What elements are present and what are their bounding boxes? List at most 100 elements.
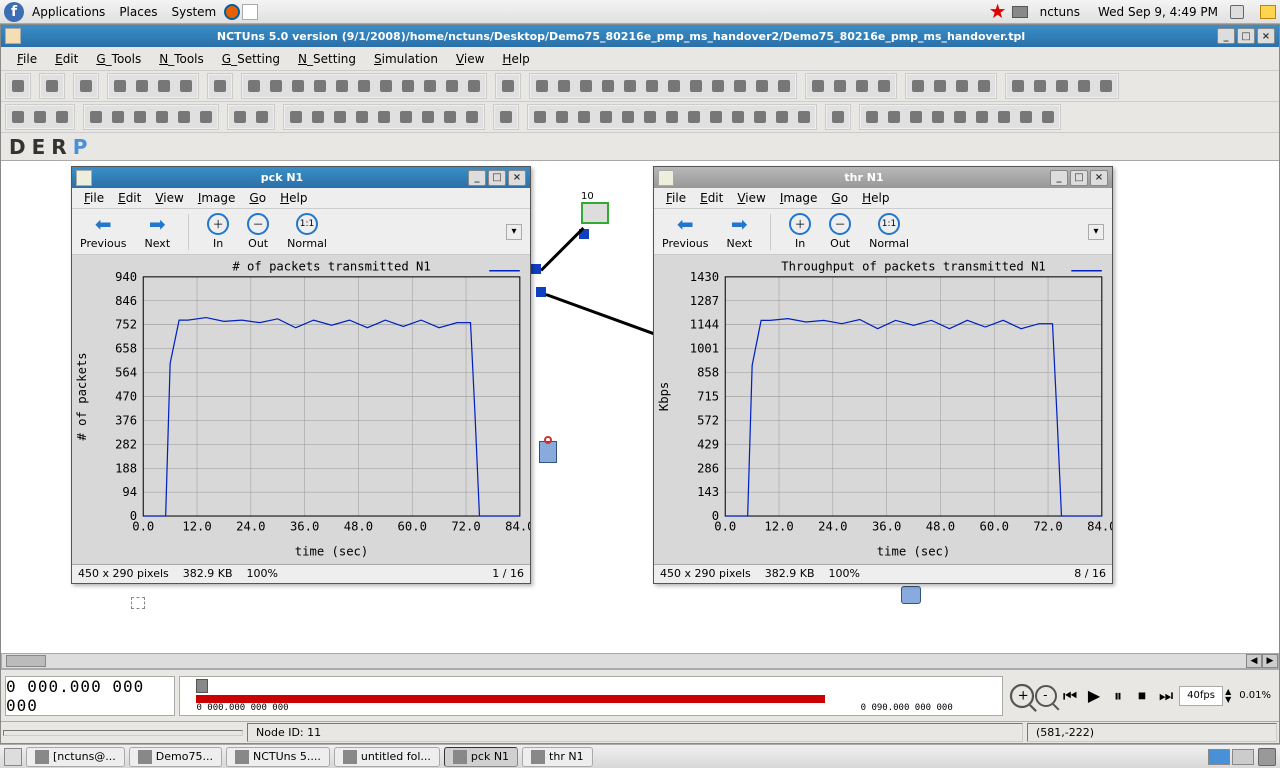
skip-back-button[interactable]: ⏮ [1059, 685, 1081, 707]
toolbar-button[interactable] [685, 75, 707, 97]
network-node-ms[interactable] [901, 586, 921, 604]
main-titlebar[interactable]: NCTUns 5.0 version (9/1/2008)/home/nctun… [1, 25, 1279, 47]
toolbar-button[interactable] [683, 106, 705, 128]
toolbar-button[interactable] [773, 75, 795, 97]
toolbar-button[interactable] [395, 106, 417, 128]
zoom-normal-button[interactable]: 1:1Normal [287, 213, 327, 250]
toolbar-button[interactable] [175, 75, 197, 97]
close-button[interactable]: × [508, 170, 526, 186]
workspace-pager[interactable] [1208, 749, 1254, 765]
minimize-button[interactable]: _ [468, 170, 486, 186]
toolbar-button[interactable] [1073, 75, 1095, 97]
minimize-button[interactable]: _ [1050, 170, 1068, 186]
toolbar-button[interactable] [575, 75, 597, 97]
toolbar-button[interactable] [153, 75, 175, 97]
toolbar-button[interactable] [173, 106, 195, 128]
toolbar-button[interactable] [749, 106, 771, 128]
toolbar-button[interactable] [195, 106, 217, 128]
menu-go[interactable]: Go [825, 189, 854, 207]
menu-help[interactable]: Help [494, 50, 537, 68]
menu-ntools[interactable]: N_Tools [151, 50, 212, 68]
toolbar-button[interactable] [463, 75, 485, 97]
toolbar-button[interactable] [729, 75, 751, 97]
close-button[interactable]: × [1257, 28, 1275, 44]
thr-titlebar[interactable]: thr N1 _ □ × [654, 167, 1112, 188]
menu-edit[interactable]: Edit [47, 50, 86, 68]
toolbar-button[interactable] [495, 106, 517, 128]
mode-e[interactable]: E [32, 135, 46, 159]
menu-view[interactable]: View [448, 50, 492, 68]
menu-gsetting[interactable]: G_Setting [214, 50, 288, 68]
toolbar-button[interactable] [949, 106, 971, 128]
menu-nsetting[interactable]: N_Setting [290, 50, 364, 68]
taskbar-item[interactable]: thr N1 [522, 747, 593, 767]
toolbar-button[interactable] [307, 106, 329, 128]
prev-button[interactable]: ⬅Previous [662, 213, 709, 250]
menu-view[interactable]: View [149, 189, 189, 207]
mode-r[interactable]: R [51, 135, 66, 159]
toolbar-button[interactable] [375, 75, 397, 97]
mode-d[interactable]: D [9, 135, 26, 159]
timeline[interactable]: 0 000.000 000 000 0 090.000 000 000 [179, 676, 1003, 716]
toolbar-button[interactable] [243, 75, 265, 97]
menu-help[interactable]: Help [856, 189, 895, 207]
toolbar-button[interactable] [439, 106, 461, 128]
menu-view[interactable]: View [731, 189, 771, 207]
workspace-2[interactable] [1232, 749, 1254, 765]
menu-file[interactable]: File [78, 189, 110, 207]
toolbar-button[interactable] [663, 75, 685, 97]
pck-titlebar[interactable]: pck N1 _ □ × [72, 167, 530, 188]
toolbar-button[interactable] [29, 106, 51, 128]
toolbar-button[interactable] [973, 75, 995, 97]
toolbar-button[interactable] [1007, 75, 1029, 97]
zoom-out-icon[interactable]: - [1035, 685, 1057, 707]
trash-icon[interactable] [1258, 748, 1276, 766]
taskbar-item[interactable]: NCTUns 5.... [226, 747, 330, 767]
menu-edit[interactable]: Edit [694, 189, 729, 207]
taskbar-item[interactable]: [nctuns@... [26, 747, 125, 767]
toolbar-overflow[interactable]: ▾ [506, 224, 522, 240]
scrollbar-thumb[interactable] [6, 655, 46, 667]
toolbar-button[interactable] [793, 106, 815, 128]
toolbar-button[interactable] [1037, 106, 1059, 128]
show-desktop-button[interactable] [4, 748, 22, 766]
toolbar-button[interactable] [265, 75, 287, 97]
toolbar-button[interactable] [1095, 75, 1117, 97]
menu-edit[interactable]: Edit [112, 189, 147, 207]
zoom-out-button[interactable]: －Out [829, 213, 851, 250]
applications-menu[interactable]: Applications [26, 3, 111, 21]
toolbar-button[interactable] [553, 75, 575, 97]
workspace-1[interactable] [1208, 749, 1230, 765]
network-node-host[interactable]: 10 [581, 191, 609, 224]
monitor-tray-icon[interactable] [1012, 6, 1028, 18]
toolbar-button[interactable] [971, 106, 993, 128]
fedora-menu-icon[interactable]: f [4, 2, 24, 22]
toolbar-button[interactable] [461, 106, 483, 128]
mode-p[interactable]: P [73, 135, 88, 159]
toolbar-button[interactable] [417, 106, 439, 128]
toolbar-button[interactable] [229, 106, 251, 128]
toolbar-button[interactable] [441, 75, 463, 97]
toolbar-button[interactable] [7, 106, 29, 128]
toolbar-button[interactable] [309, 75, 331, 97]
close-button[interactable]: × [1090, 170, 1108, 186]
toolbar-button[interactable] [397, 75, 419, 97]
toolbar-button[interactable] [109, 75, 131, 97]
prev-button[interactable]: ⬅Previous [80, 213, 127, 250]
zoom-normal-button[interactable]: 1:1Normal [869, 213, 909, 250]
scroll-right-button[interactable]: ▶ [1262, 654, 1278, 668]
toolbar-button[interactable] [209, 75, 231, 97]
toolbar-button[interactable] [617, 106, 639, 128]
toolbar-button[interactable] [1015, 106, 1037, 128]
fps-down[interactable]: ▼ [1225, 696, 1231, 704]
topology-canvas[interactable]: 10 pck N1 _ □ × [1, 161, 1279, 653]
toolbar-button[interactable] [131, 75, 153, 97]
toolbar-button[interactable] [619, 75, 641, 97]
system-menu[interactable]: System [165, 3, 222, 21]
toolbar-button[interactable] [129, 106, 151, 128]
firefox-launcher-icon[interactable] [224, 4, 240, 20]
toolbar-button[interactable] [351, 106, 373, 128]
toolbar-button[interactable] [727, 106, 749, 128]
toolbar-button[interactable] [331, 75, 353, 97]
menu-file[interactable]: File [660, 189, 692, 207]
